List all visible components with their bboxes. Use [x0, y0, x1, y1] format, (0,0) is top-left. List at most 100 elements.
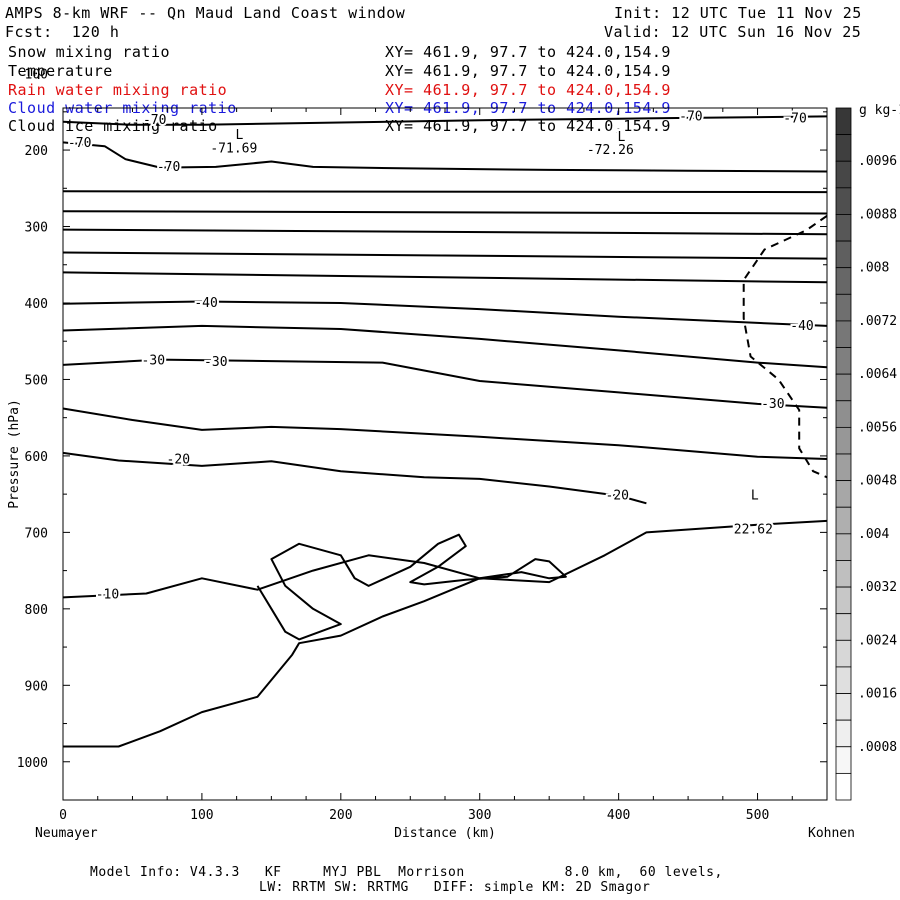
colorbar-cell: [835, 214, 852, 242]
colorbar-label: .0032: [858, 580, 897, 595]
contour-label: -40: [790, 319, 813, 334]
colorbar-label: .0008: [858, 740, 897, 755]
colorbar-label: .0088: [858, 207, 897, 222]
isotherm-line: [62, 324, 828, 369]
colorbar-cell: [835, 453, 852, 482]
colorbar-cell: [835, 533, 852, 561]
colorbar-cell: [835, 666, 852, 694]
y-tick-label: 400: [25, 297, 48, 312]
colorbar-cell: [835, 107, 852, 136]
contour-label: -20: [606, 489, 629, 504]
x-tick-label: 100: [190, 808, 213, 823]
isotherm-line: [62, 228, 828, 236]
x-tick-label: 300: [468, 808, 491, 823]
extremum-annotation: -72.26: [587, 143, 634, 158]
valid-time: Valid: 12 UTC Sun 16 Nov 25: [604, 23, 862, 41]
colorbar-cell: [835, 320, 852, 348]
colorbar-label: .0064: [858, 367, 897, 382]
model-info: Model Info: V4.3.3 KF MYJ PBL Morrison 8…: [90, 865, 723, 880]
isotherm-line: [62, 251, 828, 260]
isotherm-line: [62, 271, 828, 284]
y-tick-label: 700: [25, 526, 48, 541]
x-tick-label: 500: [746, 808, 769, 823]
extremum-annotation: L: [236, 128, 244, 143]
contour-label: -20: [167, 453, 190, 468]
isotherm-line: [62, 451, 647, 505]
contour-label: -40: [194, 296, 217, 311]
colorbar-label: .0072: [858, 314, 897, 329]
colorbar-label: .0048: [858, 474, 897, 489]
extremum-annotation: L: [618, 130, 626, 145]
contour-label: -70: [679, 109, 702, 124]
colorbar-cell: [835, 426, 852, 455]
colorbar-cell: [835, 506, 852, 535]
isotherm-line: [62, 210, 828, 215]
init-time: Init: 12 UTC Tue 11 Nov 25: [614, 4, 862, 22]
colorbar-cell: [835, 373, 852, 402]
contour-label: -70: [157, 160, 180, 175]
x-start-label: Neumayer: [35, 826, 98, 841]
field-xy-rain: XY= 461.9, 97.7 to 424.0,154.9: [385, 81, 671, 99]
field-xy-snow: XY= 461.9, 97.7 to 424.0,154.9: [385, 43, 671, 61]
x-tick-label: 200: [329, 808, 352, 823]
isotherm-line: [62, 141, 828, 173]
colorbar-cell: [835, 480, 852, 508]
contour-label: -30: [142, 353, 165, 368]
colorbar-cell: [835, 187, 852, 215]
contour-label: -30: [204, 355, 227, 370]
isotherm-line: [62, 190, 828, 194]
field-name-rain: Rain water mixing ratio: [8, 81, 228, 99]
contour-label: -70: [143, 113, 166, 128]
colorbar-cell: [835, 772, 852, 801]
colorbar-cell: [835, 160, 852, 189]
x-tick-label: 400: [607, 808, 630, 823]
extremum-annotation: L: [751, 489, 759, 504]
contour-label: -70: [783, 112, 806, 127]
colorbar-cell: [835, 639, 852, 668]
model-physics: LW: RRTM SW: RRTMG DIFF: simple KM: 2D S…: [259, 880, 651, 895]
field-xy-temperature: XY= 461.9, 97.7 to 424.0,154.9: [385, 62, 671, 80]
colorbar-unit: g kg-1: [859, 103, 900, 118]
colorbar-cell: [835, 400, 852, 428]
isotherm-line: [62, 300, 828, 327]
colorbar-label: .004: [858, 527, 889, 542]
colorbar-cell: [835, 560, 852, 588]
colorbar-cell: [835, 613, 852, 641]
x-tick-label: 0: [59, 808, 67, 823]
colorbar-cell: [835, 719, 852, 748]
x-axis-label: Distance (km): [394, 826, 496, 841]
isotherm-line: [62, 115, 828, 126]
y-tick-label: 300: [25, 221, 48, 236]
y-tick-label: 900: [25, 679, 48, 694]
y-tick-label: 200: [25, 144, 48, 159]
field-name-snow: Snow mixing ratio: [8, 43, 171, 61]
y-tick-label: 500: [25, 373, 48, 388]
cloud-boundary-dashed: [742, 214, 828, 479]
contour-label: -70: [68, 136, 91, 151]
colorbar-cell: [835, 586, 852, 615]
colorbar-label: .008: [858, 261, 889, 276]
isotherm-line: [62, 519, 828, 599]
y-tick-label: 1000: [17, 756, 48, 771]
isotherm-line: [62, 358, 828, 409]
y-tick-label: 600: [25, 450, 48, 465]
colorbar-cell: [835, 693, 852, 721]
colorbar-label: .0056: [858, 420, 897, 435]
colorbar-cell: [835, 267, 852, 295]
y-tick-label: 100: [25, 68, 48, 83]
isotherm-line: [62, 407, 828, 460]
field-name-temperature: Temperature: [8, 62, 113, 80]
colorbar-cell: [835, 293, 852, 322]
colorbar-label: .0096: [858, 154, 897, 169]
extremum-annotation: -71.69: [210, 142, 257, 157]
contour-label: -30: [761, 397, 784, 412]
colorbar-cell: [835, 347, 852, 375]
y-axis-label: Pressure (hPa): [7, 399, 22, 509]
colorbar-label: .0024: [858, 633, 897, 648]
forecast-hour: Fcst: 120 h: [5, 23, 120, 41]
y-tick-label: 800: [25, 603, 48, 618]
colorbar-cell: [835, 240, 852, 269]
extremum-annotation: 22.62: [734, 522, 773, 537]
chart-title: AMPS 8-km WRF -- Qn Maud Land Coast wind…: [5, 4, 406, 22]
